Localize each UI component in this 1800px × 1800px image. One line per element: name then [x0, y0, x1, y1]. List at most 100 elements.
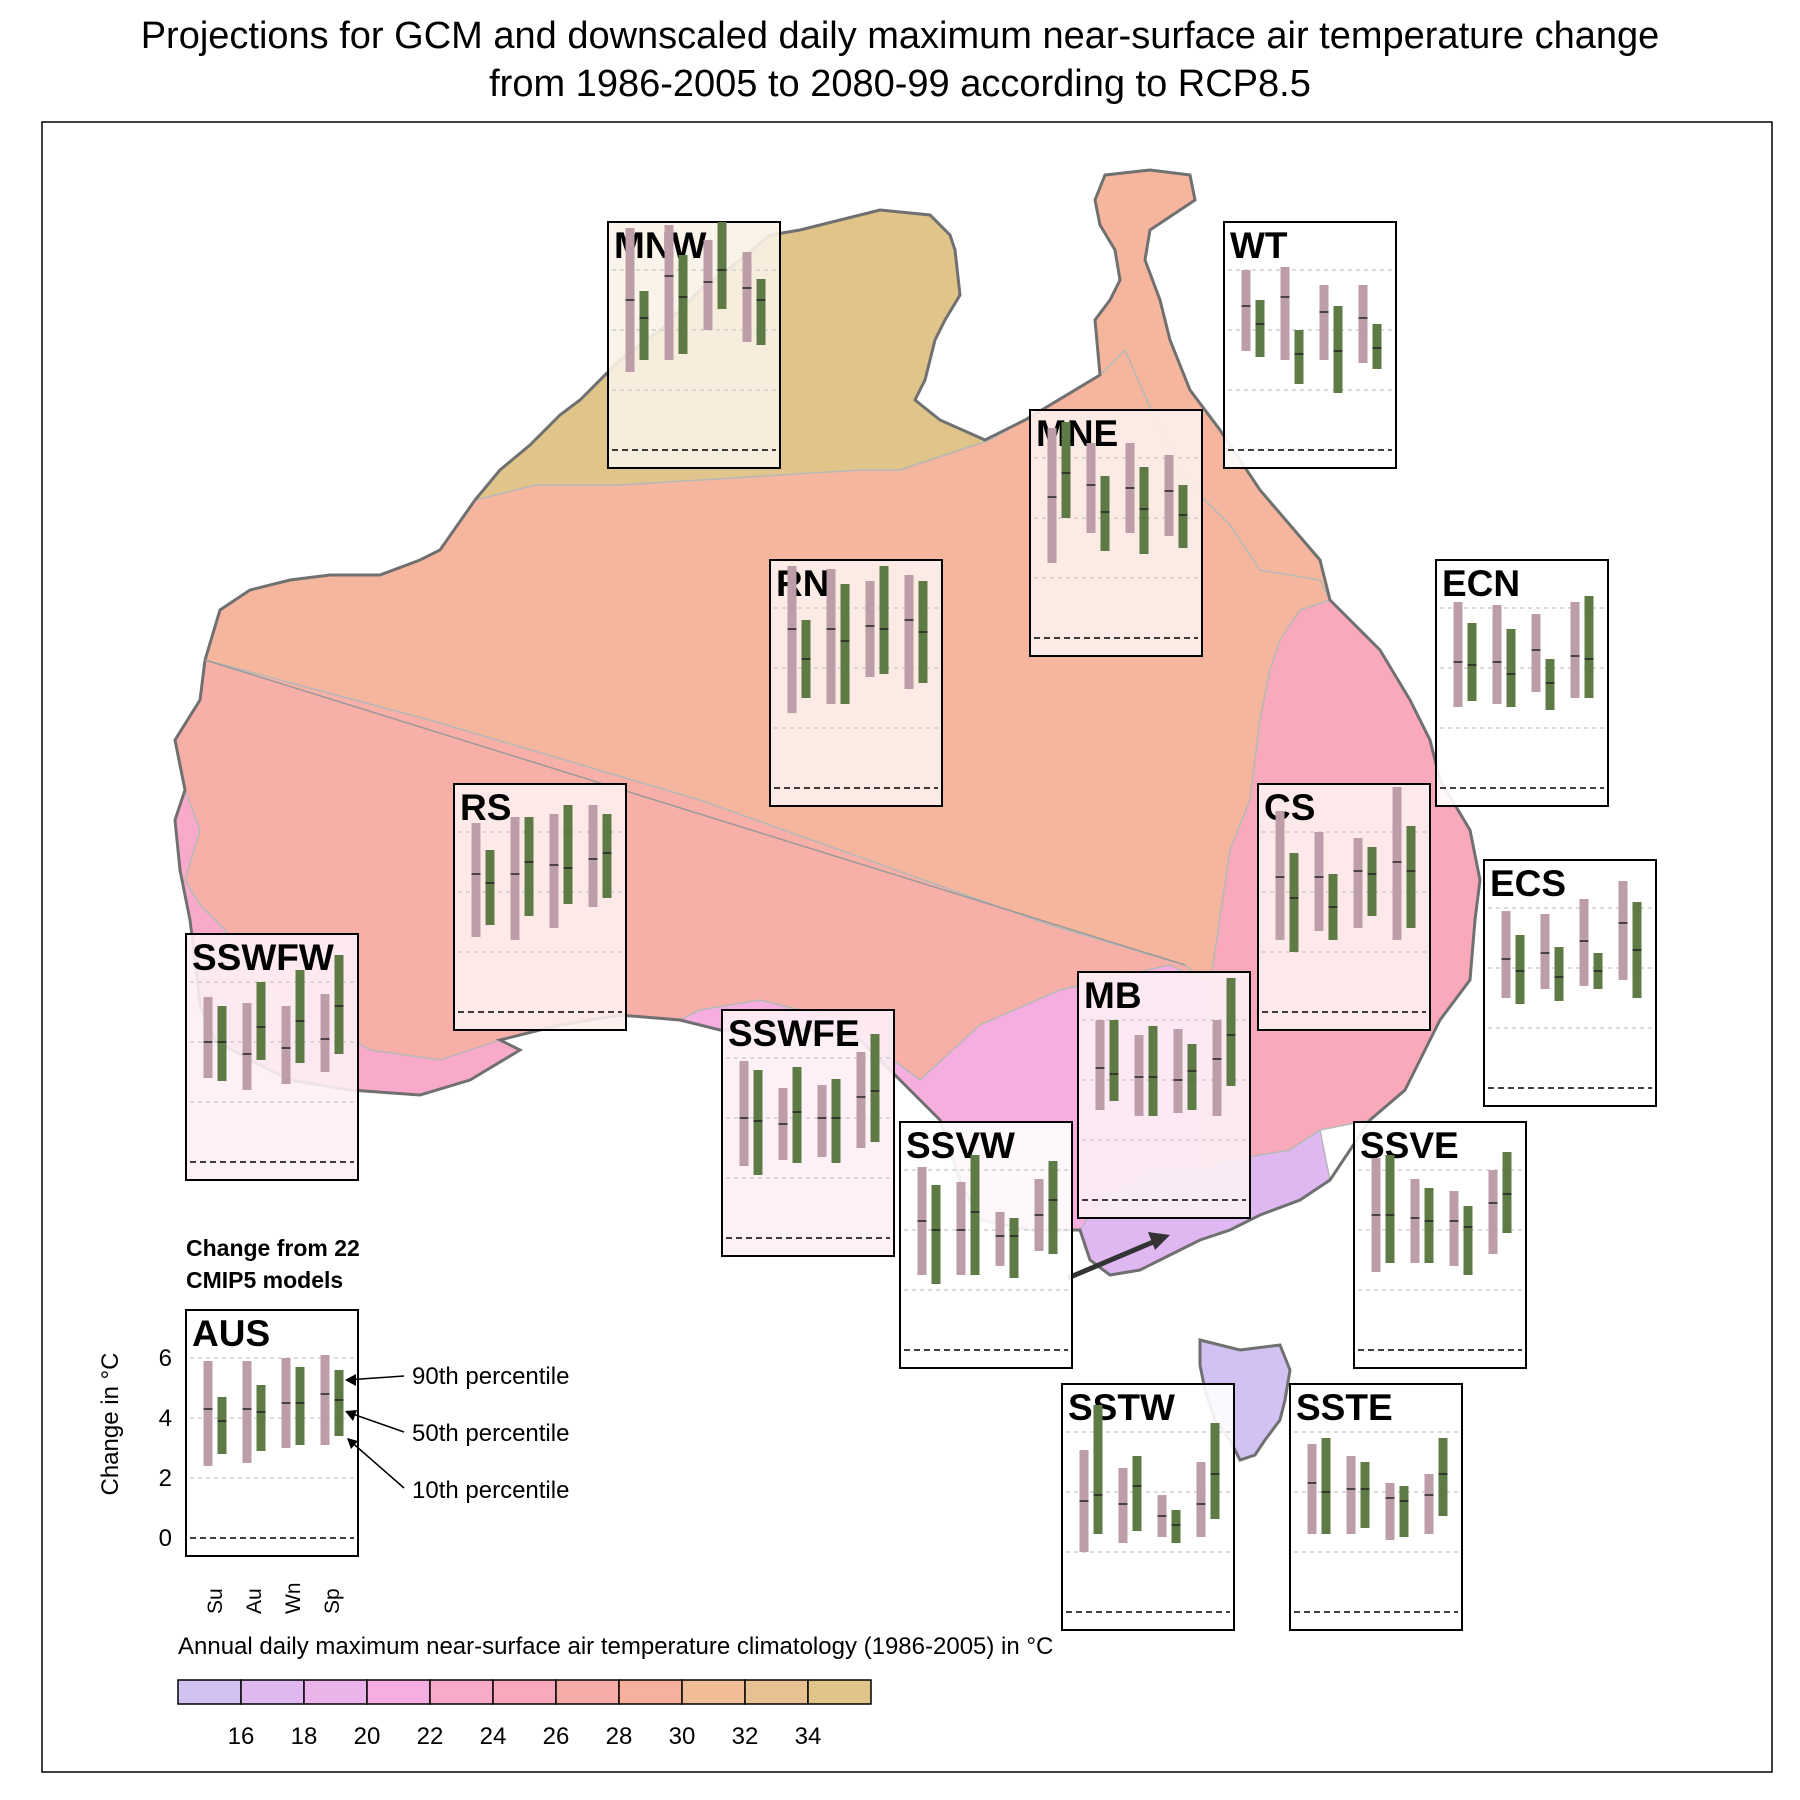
colorbar-tick-label: 16: [228, 1723, 255, 1750]
bar-gcm-au: [1134, 1035, 1144, 1116]
bar-downscaled-wn: [1139, 467, 1149, 554]
bar-downscaled-sp: [334, 1370, 344, 1436]
inset-sswfw: SSWFW: [185, 933, 359, 1181]
inset-region-name: CS: [1264, 787, 1315, 828]
colorbar-swatch: [618, 1679, 683, 1705]
bar-gcm-wn: [1173, 1029, 1183, 1113]
inset-background: [1435, 559, 1609, 807]
bar-gcm-wn: [703, 240, 713, 330]
bar-downscaled-au: [1132, 1456, 1142, 1531]
inset-sswfe: SSWFE: [721, 1009, 895, 1257]
p10-arrow: [348, 1439, 405, 1489]
bar-gcm-au: [1280, 267, 1290, 360]
inset-rs: RS: [453, 783, 627, 1031]
bar-downscaled-sp: [1048, 1161, 1058, 1254]
colorbar-tick-label: 18: [291, 1723, 318, 1750]
season-label: Au: [243, 1588, 266, 1614]
bar-gcm-au: [1346, 1456, 1356, 1534]
bar-downscaled-wn: [1545, 659, 1555, 710]
bar-downscaled-su: [1109, 1020, 1119, 1101]
inset-region-name: SSVW: [906, 1125, 1015, 1166]
bar-downscaled-su: [1515, 935, 1525, 1004]
inset-wt: WT: [1223, 221, 1397, 469]
bar-gcm-au: [242, 1361, 252, 1463]
season-label: Su: [204, 1588, 227, 1614]
bar-downscaled-wn: [717, 222, 727, 309]
bar-downscaled-au: [1294, 330, 1304, 384]
bar-gcm-sp: [856, 1052, 866, 1148]
bar-gcm-au: [510, 817, 520, 940]
bar-downscaled-wn: [295, 970, 305, 1063]
season-label: Wn: [282, 1583, 305, 1615]
bar-gcm-au: [664, 225, 674, 360]
bar-gcm-wn: [1531, 614, 1541, 692]
colorbar-swatch: [555, 1679, 620, 1705]
bar-downscaled-au: [678, 255, 688, 354]
colorbar-swatches: [177, 1679, 872, 1705]
bar-gcm-wn: [1449, 1191, 1459, 1266]
bar-downscaled-sp: [1226, 978, 1236, 1086]
colorbar-swatch: [492, 1679, 557, 1705]
colorbar-swatch: [303, 1679, 368, 1705]
bar-gcm-sp: [1570, 602, 1580, 698]
bar-downscaled-su: [639, 291, 649, 360]
bar-gcm-sp: [1488, 1170, 1498, 1254]
victoria-pointer-arrow: [1067, 1234, 1166, 1281]
bar-downscaled-au: [256, 982, 266, 1060]
bar-downscaled-su: [1321, 1438, 1331, 1534]
bar-downscaled-su: [931, 1185, 941, 1284]
p50-label: 50th percentile: [412, 1420, 569, 1447]
map-frame: [41, 121, 1773, 1773]
bar-downscaled-wn: [1009, 1218, 1019, 1278]
bar-gcm-su: [1501, 911, 1511, 998]
legend-annotations: 90th percentile 50th percentile 10th per…: [345, 1363, 569, 1504]
bar-downscaled-au: [1554, 947, 1564, 1001]
aus-legend: Change from 22 CMIP5 models Change in °C…: [97, 1235, 569, 1614]
bar-downscaled-au: [840, 584, 850, 704]
bar-gcm-su: [203, 997, 213, 1078]
bar-downscaled-sp: [756, 279, 766, 345]
bar-gcm-sp: [320, 1355, 330, 1445]
bar-gcm-sp: [904, 575, 914, 689]
bar-gcm-wn: [995, 1212, 1005, 1266]
bar-gcm-au: [956, 1182, 966, 1275]
colorbar-label: Annual daily maximum near-surface air te…: [178, 1633, 1053, 1660]
bar-downscaled-su: [217, 1006, 227, 1081]
bar-gcm-au: [1410, 1179, 1420, 1263]
bar-gcm-su: [1241, 270, 1251, 351]
p50-arrowhead: [345, 1410, 357, 1421]
p90-arrowhead: [345, 1374, 356, 1386]
bar-gcm-au: [1492, 605, 1502, 704]
colorbar-swatch: [240, 1679, 305, 1705]
region-insets: AUS MNW WT MNE RN ECN RS CS ECS SSWFW SSWFE MB SSVW S…: [185, 221, 1657, 1631]
bar-gcm-su: [1453, 602, 1463, 707]
bar-downscaled-sp: [334, 955, 344, 1054]
bar-gcm-su: [1307, 1444, 1317, 1534]
inset-ecn: ECN: [1435, 559, 1609, 807]
colorbar-tick-label: 24: [480, 1723, 507, 1750]
victoria-pointer-arrowhead: [1148, 1232, 1170, 1250]
inset-region-name: SSWFW: [192, 937, 334, 978]
inset-mne: MNE: [1029, 409, 1203, 657]
inset-region-name: AUS: [192, 1313, 270, 1354]
bar-downscaled-au: [1506, 629, 1516, 707]
colorbar-swatch: [744, 1679, 809, 1705]
bar-gcm-sp: [1358, 285, 1368, 363]
bar-gcm-sp: [1196, 1462, 1206, 1537]
colorbar-swatch: [177, 1679, 242, 1705]
legend-y-axis-label: Change in °C: [97, 1352, 124, 1495]
inset-region-name: RN: [776, 563, 829, 604]
inset-region-name: SSTW: [1068, 1387, 1175, 1428]
bar-gcm-su: [1047, 428, 1057, 563]
bar-gcm-wn: [281, 1006, 291, 1084]
bar-downscaled-au: [1424, 1188, 1434, 1263]
bar-gcm-sp: [1164, 455, 1174, 536]
legend-caption-line-1: Change from 22: [186, 1235, 360, 1261]
bar-downscaled-sp: [1406, 826, 1416, 928]
colorbar-tick-label: 22: [417, 1723, 444, 1750]
bar-downscaled-sp: [1438, 1438, 1448, 1516]
bar-gcm-au: [242, 1003, 252, 1090]
colorbar-swatch: [429, 1679, 494, 1705]
y-tick-label: 0: [159, 1525, 172, 1552]
